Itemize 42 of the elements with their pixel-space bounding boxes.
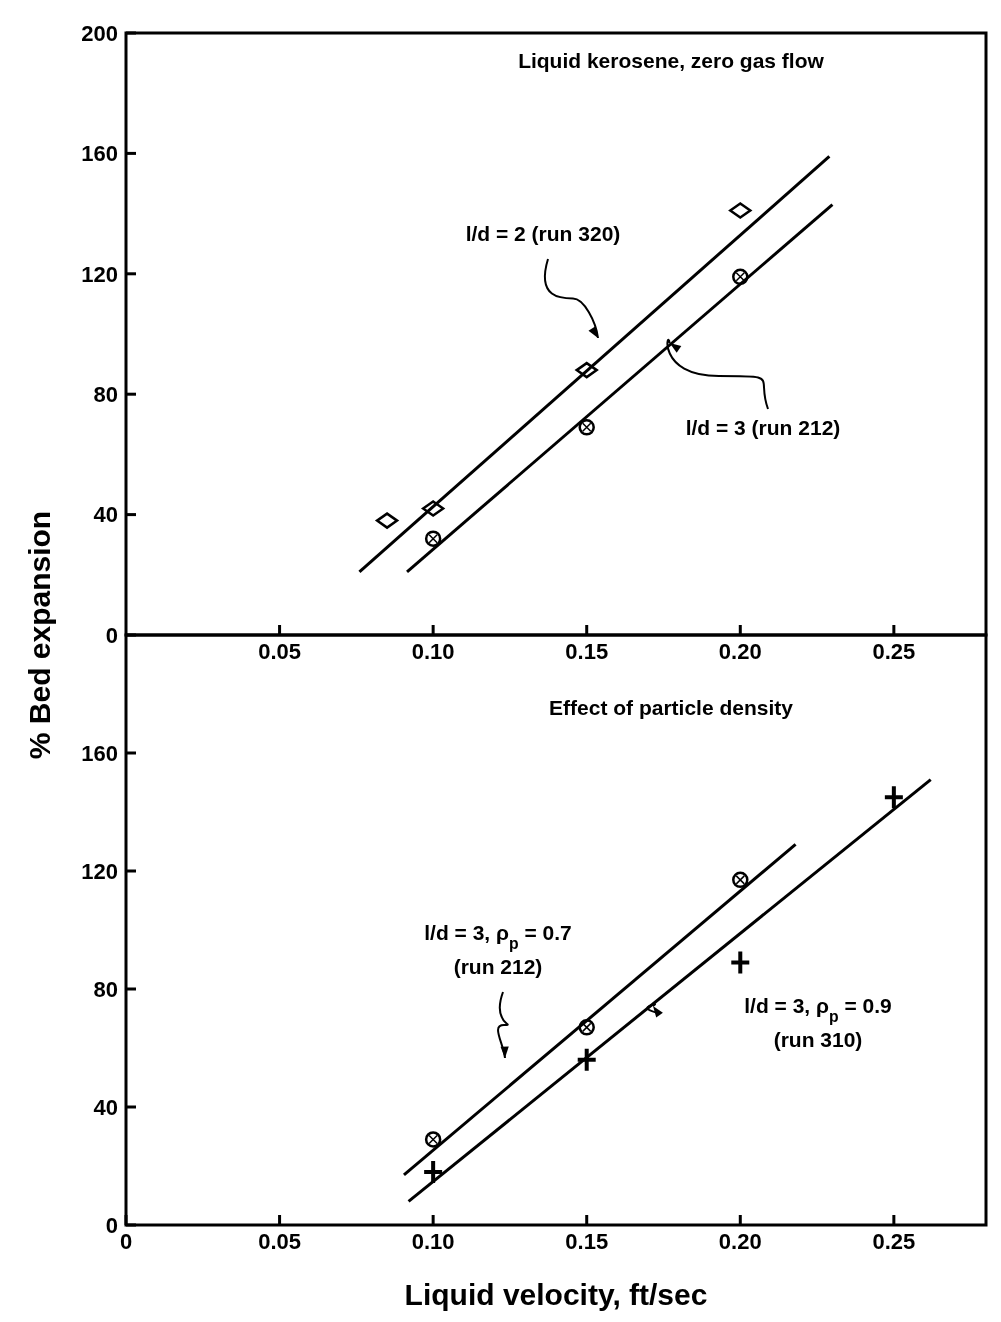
y-tick-label: 160 <box>81 141 118 167</box>
y-tick-label: 80 <box>93 976 118 1002</box>
annotation: l/d = 2 (run 320) <box>465 222 621 245</box>
x-tick-label: 0.10 <box>411 639 455 664</box>
y-tick-label: 40 <box>93 1094 118 1120</box>
point <box>424 1160 443 1183</box>
point <box>575 361 598 379</box>
annotation: l/d = 3, ρ$_{p}$ = 0.7 (run 212) <box>424 921 572 978</box>
y-tick-label: 80 <box>93 381 118 407</box>
point <box>729 202 752 219</box>
y-tick-label: 120 <box>81 858 118 884</box>
point <box>424 530 442 547</box>
x-tick-label: 0.20 <box>718 1229 762 1254</box>
annotation: l/d = 3, ρ$_{p}$ = 0.9 (run 310) <box>744 994 892 1051</box>
point <box>421 500 445 517</box>
x-axis-title: Liquid velocity, ft/sec <box>404 1278 708 1311</box>
y-tick-label: 160 <box>81 740 118 766</box>
x-tick-label: 0.05 <box>258 1229 301 1254</box>
text: Liquid kerosene, zero gas flow <box>518 49 825 72</box>
y-tick-label: 40 <box>93 502 118 528</box>
y-axis-title: % Bed expansion <box>23 510 56 760</box>
y-tick-label: 120 <box>81 261 118 287</box>
x-tick-label: 0.15 <box>565 639 609 664</box>
x-tick-label: 0.20 <box>718 639 762 664</box>
text: Effect of particle density <box>549 696 794 719</box>
point <box>578 419 595 436</box>
x-tick-label: 0.25 <box>872 639 916 664</box>
point <box>375 512 399 529</box>
y-tick-label: 200 <box>81 20 118 46</box>
point <box>578 1019 595 1036</box>
x-tick-label: 0.10 <box>411 1229 455 1254</box>
x-tick-label: 0.15 <box>565 1229 609 1254</box>
x-tick-label: 0.05 <box>258 639 301 664</box>
y-tick-label: 0 <box>105 1212 118 1238</box>
point <box>424 1131 442 1148</box>
point <box>731 951 750 974</box>
y-tick-label: 0 <box>105 622 118 648</box>
point <box>732 871 749 889</box>
annotation: l/d = 3 (run 212) <box>685 416 841 439</box>
point <box>884 786 903 809</box>
x-tick-label: 0.25 <box>872 1229 916 1254</box>
point <box>732 268 749 286</box>
